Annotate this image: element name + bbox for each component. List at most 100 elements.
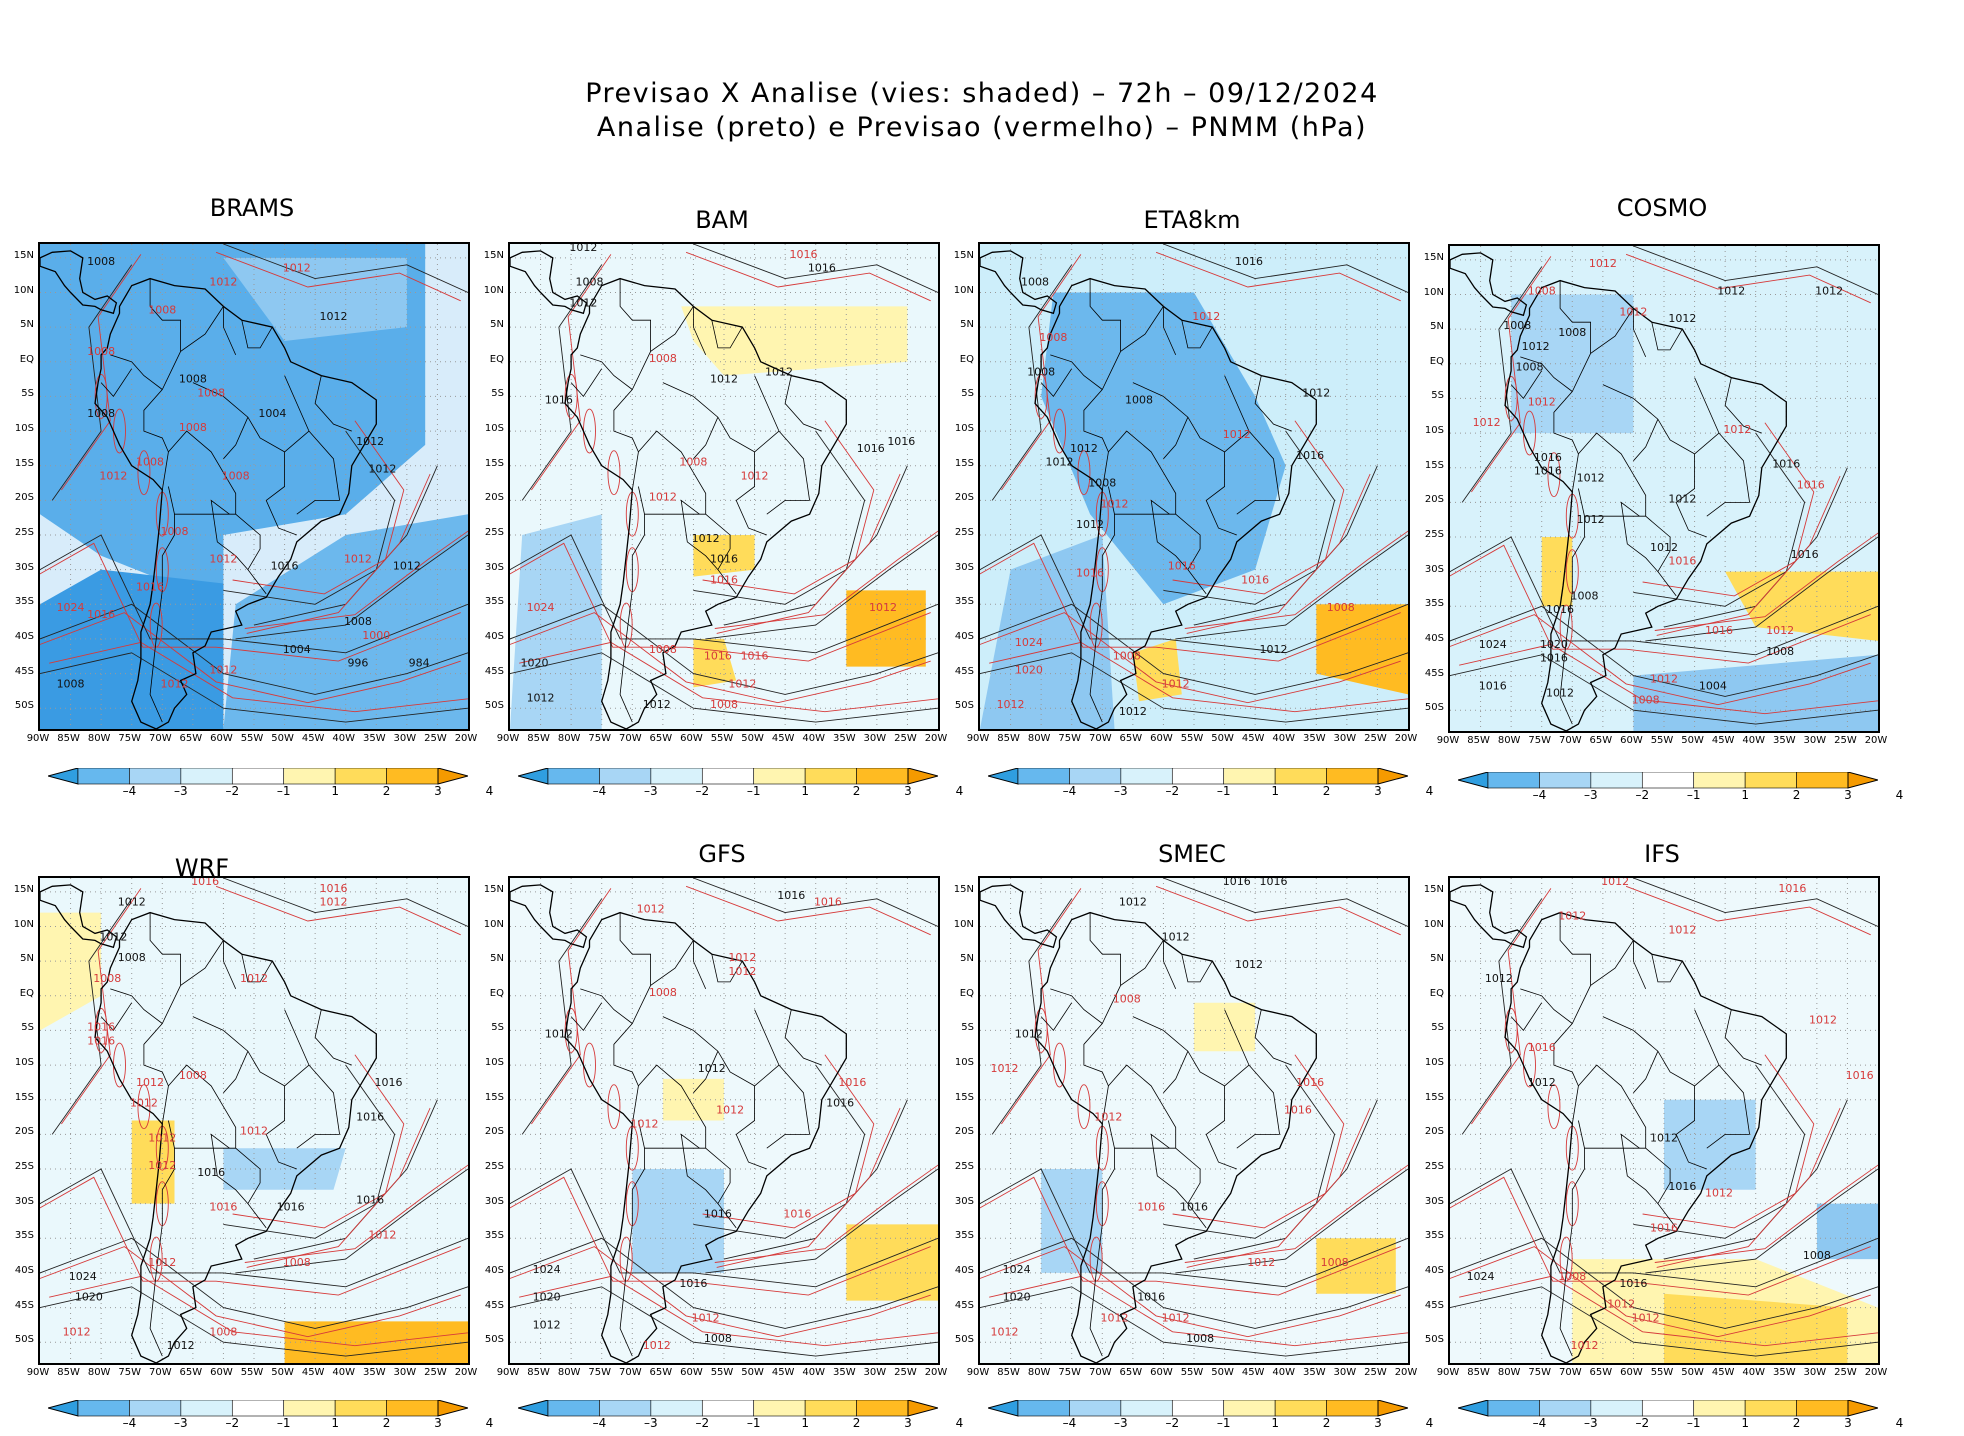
lon-tick-label: 40W <box>1742 735 1766 746</box>
contour-label: 1012 <box>698 1062 726 1075</box>
colorbar-label: –4 <box>1532 1416 1547 1430</box>
isobar-analysis <box>1163 878 1408 927</box>
political-border <box>680 499 719 570</box>
political-border <box>778 1064 810 1135</box>
political-border <box>1083 940 1164 1087</box>
bias-shade <box>846 1224 938 1301</box>
colorbar-label: –1 <box>276 784 291 798</box>
colorbar-end <box>907 1400 938 1417</box>
political-border <box>110 354 163 390</box>
political-border <box>1578 488 1646 517</box>
lat-tick-label: 20S <box>484 492 504 504</box>
map-svg: 1008101210121008101210081008100810081008… <box>40 244 468 729</box>
colorbar-label: 3 <box>1844 788 1852 802</box>
contour-label: 1012 <box>393 560 421 573</box>
lon-tick-label: 75W <box>1058 1367 1082 1378</box>
contour-label: 1012 <box>1717 285 1745 298</box>
andes-contour <box>1504 1007 1518 1053</box>
andes-contour <box>1077 1084 1091 1130</box>
contour-label: 1008 <box>704 1332 732 1345</box>
colorbar-label: –2 <box>225 1416 240 1430</box>
contour-label: 1012 <box>161 677 189 690</box>
colorbar-segment <box>386 1400 439 1417</box>
contour-label: 1012 <box>1235 958 1263 971</box>
contour-label: 1016 <box>356 1194 384 1207</box>
contour-label: 1012 <box>1162 677 1190 690</box>
lat-tick-label: 35S <box>14 596 34 608</box>
lat-tick-label: 10N <box>1423 286 1444 298</box>
political-border <box>1694 1009 1720 1066</box>
colorbar-segment <box>1171 1400 1225 1417</box>
political-border <box>1553 308 1634 455</box>
lon-tick-label: 50W <box>1211 1367 1234 1378</box>
contour-label: 1012 <box>533 1318 561 1331</box>
lon-tick-label: 75W <box>1058 733 1082 744</box>
political-border <box>192 382 224 397</box>
lon-tick-label: 25W <box>424 733 447 744</box>
lat-tick-label: 40S <box>14 1264 34 1276</box>
political-border <box>223 396 285 453</box>
lat-tick-label: 50S <box>484 700 504 712</box>
andes-contour <box>1034 1007 1048 1053</box>
political-border <box>1602 384 1634 399</box>
map-panel-ifs: 1016 1012 1012 1012 1012 1012 1016 1016 1012 1012… <box>1448 876 1880 1365</box>
lat-tick-label: 10S <box>954 423 974 435</box>
isobar-analysis <box>980 603 1408 695</box>
coastline <box>1450 884 1528 949</box>
contour-label: 1020 <box>533 1291 561 1304</box>
isobar-forecast <box>685 251 931 302</box>
contour-label: 1008 <box>1021 276 1049 289</box>
isobar-analysis <box>1461 898 1543 1135</box>
political-border <box>580 354 633 390</box>
contour-label: 1012 <box>1045 456 1073 469</box>
political-border <box>1553 940 1634 1087</box>
colorbar-segment <box>231 768 285 785</box>
colorbar-label: 3 <box>1374 784 1382 798</box>
lat-tick-label: 10N <box>13 918 34 930</box>
contour-label: 1016 <box>1284 1104 1312 1117</box>
colorbar-segment <box>129 1400 182 1417</box>
lat-tick-label: 10N <box>483 918 504 930</box>
bias-shade <box>1664 1099 1756 1190</box>
political-border <box>1706 1134 1750 1149</box>
isobar-forecast <box>1656 475 1841 636</box>
contour-label: 1016 <box>783 1208 811 1221</box>
lat-tick-label: 30S <box>954 561 974 573</box>
lat-tick-label: 40S <box>1424 1264 1444 1276</box>
colorbar-segment <box>1641 1400 1695 1417</box>
lon-tick-label: 70W <box>148 733 172 744</box>
map-panel-cosmo: 1012 1012 1012 1008 1012 1012 1008 1012 1008 1008… <box>1448 244 1880 733</box>
panel-title-eta8km: ETA8km <box>1143 206 1241 234</box>
political-border <box>1150 1133 1189 1204</box>
lon-tick-label: 25W <box>894 733 917 744</box>
colorbar-segment <box>1487 1400 1540 1417</box>
colorbar-segment <box>701 768 755 785</box>
isobar-forecast <box>980 542 1401 662</box>
political-border <box>1163 1030 1225 1087</box>
contour-label: 1016 <box>1791 548 1819 561</box>
isobar-forecast <box>1654 532 1878 631</box>
coastline <box>94 911 377 1363</box>
coastline <box>1450 252 1528 317</box>
lon-tick-label: 30W <box>863 733 887 744</box>
colorbar-end <box>48 768 79 785</box>
contour-label: 1012 <box>148 1159 176 1172</box>
lon-tick-label: 25W <box>1364 733 1387 744</box>
contour-label: 1012 <box>1589 257 1617 270</box>
bias-shade <box>1316 1238 1396 1294</box>
lat-tick-label: 30S <box>14 1195 34 1207</box>
andes-contour <box>1504 375 1518 421</box>
coastline <box>1034 277 1317 729</box>
colorbar-label: 1 <box>801 1416 809 1430</box>
contour-label: 1016 <box>1076 567 1104 580</box>
colorbar <box>48 1400 468 1417</box>
contour-label: 1004 <box>1699 679 1727 692</box>
contour-label: 1012 <box>209 553 237 566</box>
lon-tick-label: 70W <box>1088 733 1112 744</box>
political-border <box>1651 322 1683 351</box>
contour-label: 1024 <box>533 1263 561 1276</box>
lon-tick-label: 40W <box>802 1367 826 1378</box>
contour-label: 1012 <box>1528 395 1556 408</box>
political-border <box>1108 1120 1176 1149</box>
lat-tick-label: 35S <box>484 1230 504 1242</box>
